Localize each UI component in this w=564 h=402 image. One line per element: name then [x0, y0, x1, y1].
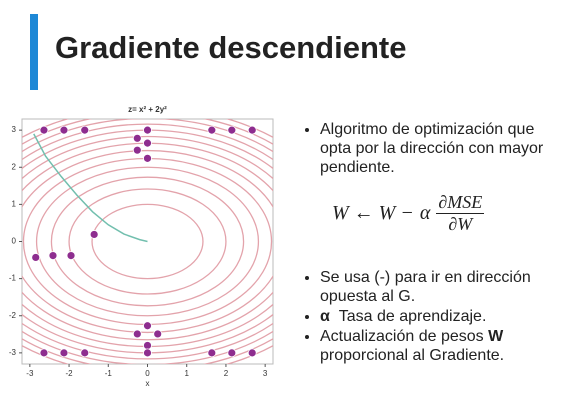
y-tick-label: 1 [12, 199, 17, 208]
point [48, 251, 58, 261]
point [59, 348, 69, 358]
bullet: Algoritmo de optimización que opta por l… [320, 120, 560, 177]
bullet-list: Se usa (-) para ir en dirección opuesta … [298, 268, 560, 366]
y-tick-label: 0 [12, 237, 17, 246]
point [143, 348, 152, 358]
slide-title: Gradiente descendiente [55, 30, 407, 65]
bullet: α Tasa de aprendizaje. [320, 307, 560, 326]
y-tick-label: -2 [9, 311, 17, 320]
contour-line [50, 176, 245, 307]
contour-line [35, 166, 260, 317]
point [247, 348, 257, 358]
point [66, 251, 76, 261]
point [59, 125, 69, 135]
point [207, 348, 217, 358]
bullet-text: Se usa (-) para ir en dirección opuesta … [320, 269, 531, 305]
bullet: Se usa (-) para ir en dirección opuesta … [320, 268, 560, 306]
point [143, 138, 152, 148]
formula: W ← W − α ∂MSE ∂W [332, 192, 485, 235]
point [132, 329, 142, 339]
point [143, 321, 152, 331]
x-tick-label: 1 [184, 369, 189, 378]
point [132, 133, 142, 143]
point [207, 125, 217, 135]
point [80, 348, 90, 358]
point [247, 125, 257, 135]
point [227, 348, 237, 358]
x-tick-label: 0 [145, 369, 150, 378]
chart-title: z= x² + 2y² [128, 105, 167, 114]
point [143, 153, 152, 163]
bullet-text: Actualización de pesos [320, 328, 484, 345]
point [143, 341, 152, 350]
x-tick-label: -1 [105, 369, 113, 378]
descent-path [33, 133, 148, 243]
x-tick-label: 2 [224, 369, 229, 378]
point [89, 230, 99, 239]
y-tick-label: 2 [12, 162, 17, 171]
point [80, 125, 90, 135]
bullet-text: Tasa de aprendizaje. [338, 308, 487, 325]
contour-chart: z= x² + 2y² -3 -2 -1 0 1 2 3 3 2 1 0 -1 -2 -3 x [9, 105, 274, 388]
bullet-symbol: W [488, 328, 504, 345]
contour-line [22, 149, 273, 334]
point [143, 125, 152, 135]
formula-left: W ← W − [332, 202, 414, 224]
accent-bar [30, 14, 38, 90]
point [39, 348, 49, 358]
x-axis-label: x [146, 379, 150, 388]
bullet-symbol: α [320, 308, 330, 325]
point [39, 125, 49, 135]
bullet: Actualización de pesos W proporcional al… [320, 327, 560, 365]
fraction: ∂MSE ∂W [436, 192, 485, 235]
formula-alpha: α [419, 202, 431, 224]
point [227, 125, 237, 135]
contour-line [91, 203, 204, 280]
point [31, 253, 41, 262]
numerator: ∂MSE [436, 192, 485, 214]
y-tick-label: 3 [12, 125, 17, 134]
contour-line [22, 123, 273, 360]
bullet-text: proporcional al Gradiente. [320, 347, 505, 364]
contour-line [68, 188, 227, 295]
bullet-list: Algoritmo de optimización que opta por l… [298, 120, 560, 178]
y-tick-label: -1 [9, 274, 17, 283]
y-tick-label: -3 [9, 348, 17, 357]
denominator: ∂W [448, 214, 473, 234]
point [153, 329, 163, 339]
x-tick-label: -2 [66, 369, 74, 378]
x-tick-label: -3 [26, 369, 34, 378]
contours [22, 119, 273, 364]
x-tick-label: 3 [263, 369, 268, 378]
point [132, 145, 142, 155]
